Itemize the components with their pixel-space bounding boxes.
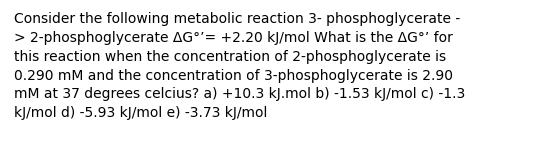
Text: Consider the following metabolic reaction 3- phosphoglycerate -
> 2-phosphoglyce: Consider the following metabolic reactio… bbox=[14, 12, 465, 120]
